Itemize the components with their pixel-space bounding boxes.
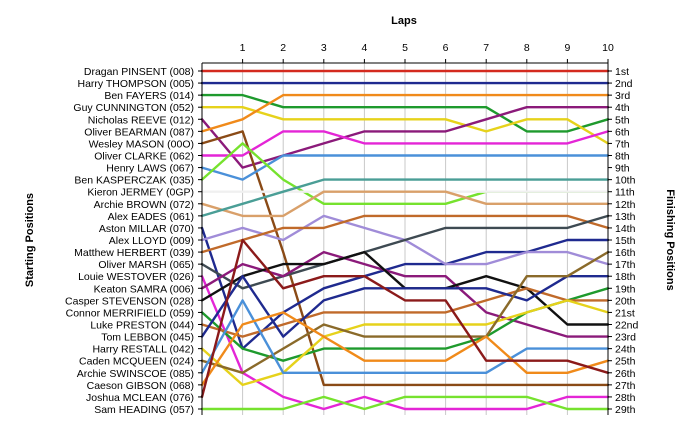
driver-label: Alex LLOYD (009): [109, 235, 194, 247]
series-line-9: [200, 154, 610, 181]
series-line-28: [200, 238, 610, 399]
x-tick-label: 7: [483, 42, 489, 54]
finish-position-label: 24th: [615, 344, 636, 356]
finish-position-label: 6th: [615, 126, 630, 138]
series-line-25: [200, 250, 610, 374]
series-line-18: [200, 275, 610, 411]
x-tick-label: 10: [602, 42, 614, 54]
series-line-14: [200, 226, 610, 350]
x-tick-label: 2: [280, 42, 286, 54]
driver-label: Dragan PINSENT (008): [84, 66, 194, 78]
chart-title: Laps: [391, 15, 417, 27]
x-tick-label: 1: [240, 42, 246, 54]
driver-label: Caden MCQUEEN (024): [79, 356, 194, 368]
x-tick-label: 6: [443, 42, 449, 54]
series-line-29: [200, 395, 610, 411]
finish-position-label: 3rd: [615, 90, 630, 102]
finish-position-label: 7th: [615, 138, 630, 150]
driver-label: Kieron JERMEY (0GP): [87, 187, 194, 199]
driver-label: Ben KASPERCZAK (035): [74, 175, 194, 187]
x-tick-label: 5: [402, 42, 408, 54]
finish-position-label: 29th: [615, 404, 636, 416]
driver-label: Luke PRESTON (044): [90, 320, 194, 332]
driver-label: Matthew HERBERT (039): [74, 247, 194, 259]
driver-label: Sam HEADING (057): [94, 404, 194, 416]
series-line-13: [200, 178, 610, 218]
finish-position-label: 20th: [615, 295, 636, 307]
grid: [242, 63, 609, 415]
driver-label: Archie BROWN (072): [94, 199, 194, 211]
driver-label: Oliver CLARKE (062): [94, 151, 194, 163]
finish-position-label: 27th: [615, 380, 636, 392]
y-axis-label-left: Starting Positions: [24, 193, 36, 287]
finish-position-label: 17th: [615, 259, 636, 271]
finish-position-label: 14th: [615, 223, 636, 235]
finish-position-label: 18th: [615, 271, 636, 283]
finish-position-label: 8th: [615, 151, 630, 163]
series-line-12: [200, 190, 610, 218]
series-line-17: [200, 214, 610, 290]
finish-position-label: 12th: [615, 199, 636, 211]
finish-position-label: 28th: [615, 392, 636, 404]
finish-position-label: 2nd: [615, 78, 633, 90]
driver-label: Oliver MARSH (065): [98, 259, 194, 271]
finish-position-label: 1st: [615, 66, 629, 78]
series-line-24: [200, 299, 610, 387]
series-line-4: [200, 105, 610, 145]
finish-position-label: 10th: [615, 175, 636, 187]
x-tick-label: 4: [361, 42, 367, 54]
finish-position-label: 19th: [615, 283, 636, 295]
series-line-16: [200, 214, 610, 254]
driver-label: Harry THOMPSON (005): [78, 78, 195, 90]
x-tick-label: 8: [524, 42, 530, 54]
series-line-27: [200, 311, 610, 387]
driver-label: Tom LEBBON (045): [101, 332, 194, 344]
driver-label: Nicholas REEVE (012): [88, 114, 194, 126]
driver-label: Harry RESTALL (042): [92, 344, 194, 356]
driver-label: Joshua MCLEAN (076): [86, 392, 194, 404]
finish-position-label: 5th: [615, 114, 630, 126]
x-tick-label: 9: [564, 42, 570, 54]
finish-position-label: 9th: [615, 163, 630, 175]
finish-position-label: 26th: [615, 368, 636, 380]
driver-label: Ben FAYERS (014): [104, 90, 194, 102]
series-line-8: [200, 130, 610, 157]
series-line-6: [200, 93, 610, 133]
driver-label: Caeson GIBSON (068): [87, 380, 194, 392]
finish-position-label: 13th: [615, 211, 636, 223]
finish-position-label: 15th: [615, 235, 636, 247]
driver-label: Casper STEVENSON (028): [65, 295, 194, 307]
series-line-7: [200, 130, 610, 387]
driver-label: Keaton SAMRA (006): [94, 283, 194, 295]
y-axis-label-right: Finishing Positions: [664, 189, 676, 290]
finish-position-label: 11th: [615, 187, 635, 199]
driver-label: Connor MERRIFIELD (059): [66, 307, 194, 319]
series-lines: [200, 69, 610, 411]
axes: 1 2 3 4 5 6 7 8 9 10 Dragan PINSENT (008)Harry THO…: [65, 42, 638, 416]
driver-label: Henry LAWS (067): [106, 163, 194, 175]
series-line-26: [200, 299, 610, 374]
series-line-5: [200, 105, 610, 169]
driver-label: Wesley MASON (00O): [89, 138, 194, 150]
finish-position-label: 23rd: [615, 332, 636, 344]
finish-position-label: 21st: [615, 307, 635, 319]
driver-label: Guy CUNNINGTON (052): [73, 102, 194, 114]
finish-position-label: 16th: [615, 247, 636, 259]
driver-label: Oliver BEARMAN (087): [84, 126, 194, 138]
finish-position-label: 22nd: [615, 320, 639, 332]
x-tick-label: 3: [321, 42, 327, 54]
driver-label: Louie WESTOVER (026): [78, 271, 194, 283]
driver-label: Alex EADES (061): [108, 211, 194, 223]
driver-label: Aston MILLAR (070): [99, 223, 194, 235]
finish-position-label: 4th: [615, 102, 630, 114]
finish-position-label: 25th: [615, 356, 636, 368]
driver-label: Archie SWINSCOE (085): [77, 368, 194, 380]
